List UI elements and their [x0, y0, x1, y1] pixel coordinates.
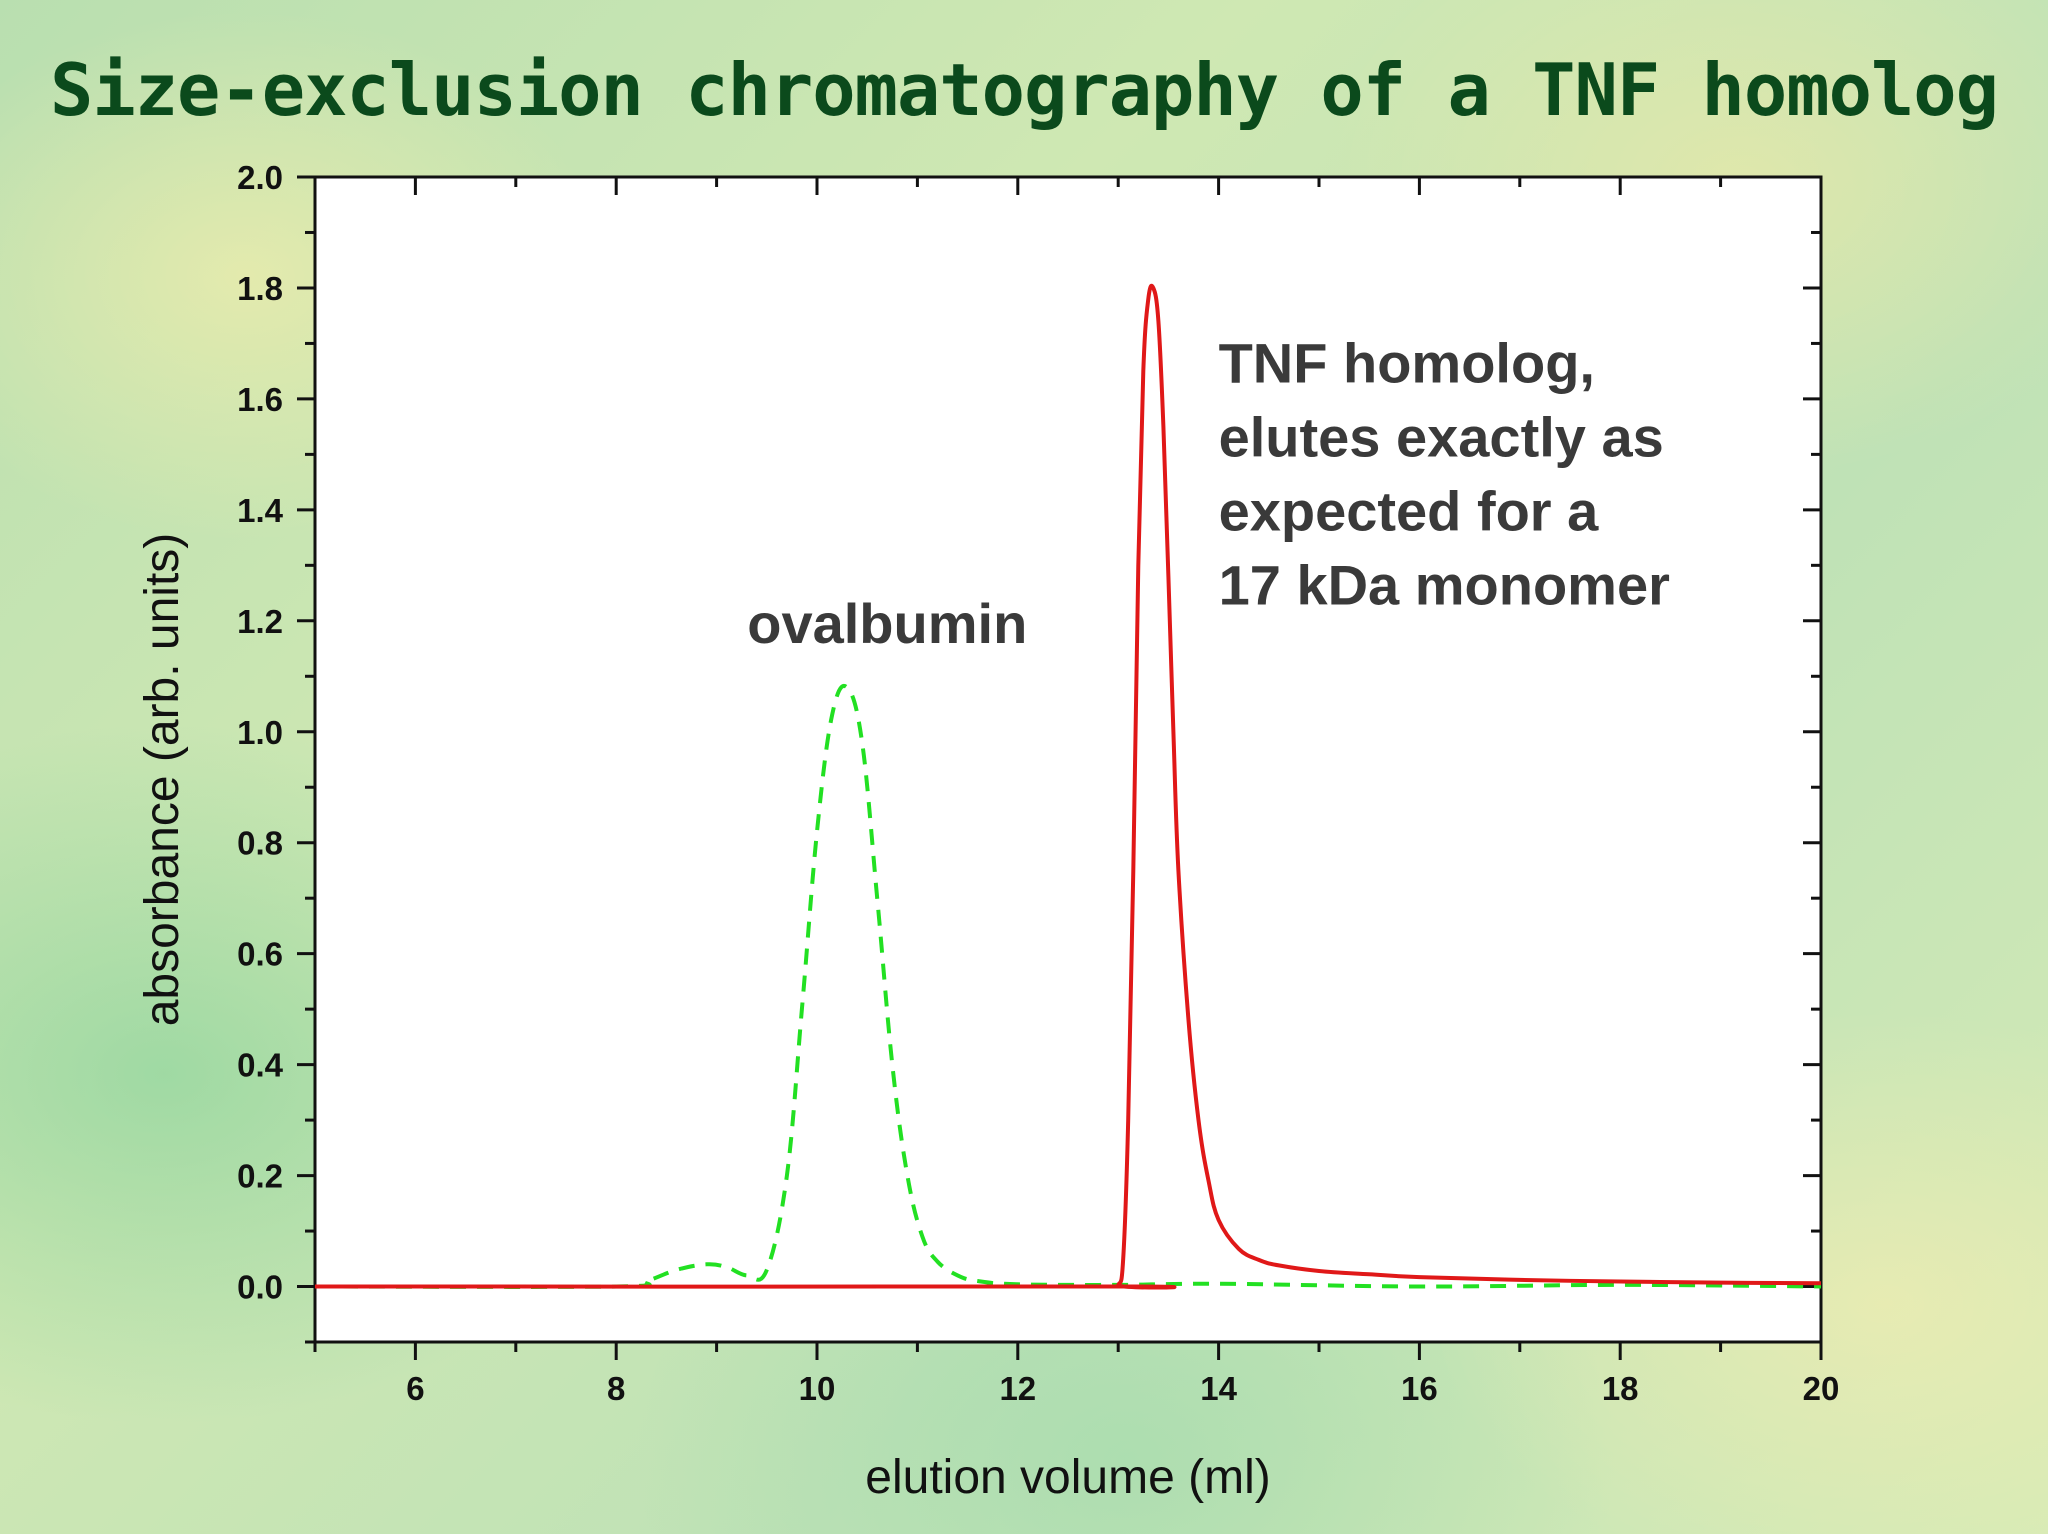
- y-tick-label: 1.4: [237, 492, 284, 529]
- annotation-tnf: 17 kDa monomer: [1219, 553, 1670, 616]
- annotation-layer: ovalbumin TNF homolog, elutes exactly as ex…: [747, 331, 1670, 655]
- annotation-tnf: expected for a: [1219, 479, 1600, 542]
- x-tick-label: 18: [1602, 1370, 1639, 1407]
- y-tick-label: 0.4: [237, 1047, 284, 1084]
- y-tick-label: 1.6: [237, 381, 283, 418]
- plot-area: [313, 175, 1823, 1344]
- y-tick-label: 1.8: [237, 270, 283, 307]
- y-tick-label: 1.2: [237, 603, 283, 640]
- annotation-tnf: TNF homolog,: [1219, 331, 1595, 394]
- slide-title: Size-exclusion chromatography of a TNF h…: [50, 48, 1999, 132]
- y-axis-label: absorbance (arb. units): [136, 533, 189, 1027]
- y-tick-label: 0.0: [237, 1269, 283, 1306]
- series-line-tnf-homolog: [314, 283, 1822, 1290]
- x-tick-label: 10: [799, 1370, 836, 1407]
- x-axis-label: elution volume (ml): [865, 1451, 1270, 1504]
- x-tick-label: 16: [1401, 1370, 1438, 1407]
- y-tick-label: 0.8: [237, 825, 283, 862]
- y-tick-label: 0.2: [237, 1158, 283, 1195]
- x-tick-label: 8: [607, 1370, 625, 1407]
- series-layer: [314, 283, 1822, 1290]
- x-tick-label: 12: [999, 1370, 1036, 1407]
- y-tick-label: 2.0: [237, 159, 283, 196]
- y-tick-label: 1.0: [237, 714, 283, 751]
- x-tick-label: 20: [1803, 1370, 1840, 1407]
- y-tick-label: 0.6: [237, 936, 283, 973]
- axis-ticks: [297, 175, 1823, 1360]
- annotation-ovalbumin: ovalbumin: [747, 592, 1027, 655]
- annotation-tnf: elutes exactly as: [1219, 405, 1664, 468]
- x-tick-label: 14: [1200, 1370, 1237, 1407]
- series-line-ovalbumin: [314, 683, 1822, 1289]
- axis-tick-labels: 6 8 10 12 14 16 18 20 0.0 0.2 0.4 0.6 0.8 1.0 1.2 1.4 1.…: [237, 159, 1839, 1407]
- x-tick-label: 6: [406, 1370, 424, 1407]
